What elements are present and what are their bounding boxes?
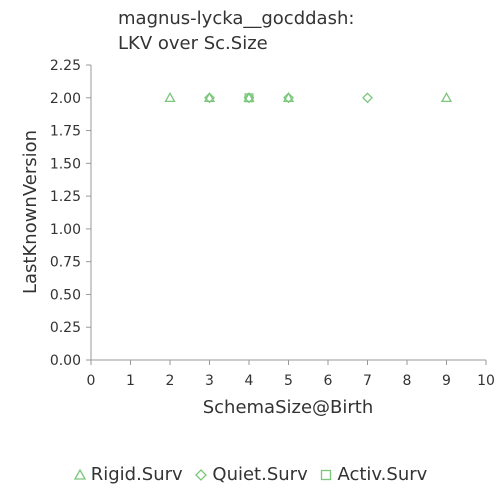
x-tick-label: 9 [442, 373, 451, 389]
y-tick-label: 1.75 [50, 124, 81, 140]
legend-label-rigid-surv: Rigid.Surv [90, 464, 183, 485]
y-tick-label: 0.75 [50, 255, 81, 271]
point-quiet-surv [243, 92, 255, 104]
x-tick-label: 4 [245, 373, 254, 389]
x-tick-label: 0 [87, 373, 96, 389]
chart-title-line-2: LKV over Sc.Size [118, 33, 268, 54]
square-marker-icon [321, 469, 332, 480]
point-quiet-surv [204, 92, 215, 104]
y-tick-label: 0.00 [50, 353, 81, 369]
y-tick-label: 1.50 [50, 156, 81, 172]
legend-item-activ-surv: Activ.Surv [319, 464, 427, 485]
x-tick-label: 5 [284, 373, 293, 389]
x-tick-label: 1 [126, 373, 135, 389]
x-axis-label: SchemaSize@Birth [203, 397, 374, 418]
data-points [164, 91, 453, 104]
y-tick-label: 2.00 [50, 91, 81, 107]
y-tick-label: 0.50 [50, 287, 81, 303]
point-rigid-surv [164, 91, 176, 103]
y-tick-label: 1.25 [50, 189, 81, 205]
legend-label-quiet-surv: Quiet.Surv [212, 464, 308, 485]
x-tick-label: 6 [324, 373, 333, 389]
point-quiet-surv [283, 92, 294, 104]
axes: 0.00 0.25 0.50 0.75 1.00 1.25 1.50 1.75 2.00 2.25… [50, 58, 495, 389]
legend-label-activ-surv: Activ.Surv [337, 464, 428, 485]
y-axis-label: LastKnownVersion [20, 130, 41, 294]
x-tick-label: 3 [205, 373, 214, 389]
diamond-marker-icon [195, 468, 208, 481]
y-tick-label: 2.25 [50, 58, 81, 74]
chart-title-line-1: magnus-lycka__gocddash: [118, 8, 355, 29]
legend: Rigid.Surv Quiet.Surv Activ.Surv [0, 464, 500, 487]
point-rigid-surv [440, 91, 453, 103]
point-quiet-surv [362, 92, 373, 104]
x-tick-label: 8 [403, 373, 412, 389]
y-tick-label: 1.00 [50, 222, 81, 238]
triangle-marker-icon [73, 468, 86, 480]
x-tick-label: 7 [363, 373, 372, 389]
legend-item-quiet-surv: Quiet.Surv [194, 464, 308, 485]
point-activ-surv [244, 93, 254, 103]
x-tick-label: 10 [477, 373, 495, 389]
legend-item-rigid-surv: Rigid.Surv [73, 464, 183, 485]
chart-title: magnus-lycka__gocddash: LKV over Sc.Size [118, 6, 354, 56]
x-tick-label: 2 [166, 373, 175, 389]
y-tick-label: 0.25 [50, 320, 81, 336]
